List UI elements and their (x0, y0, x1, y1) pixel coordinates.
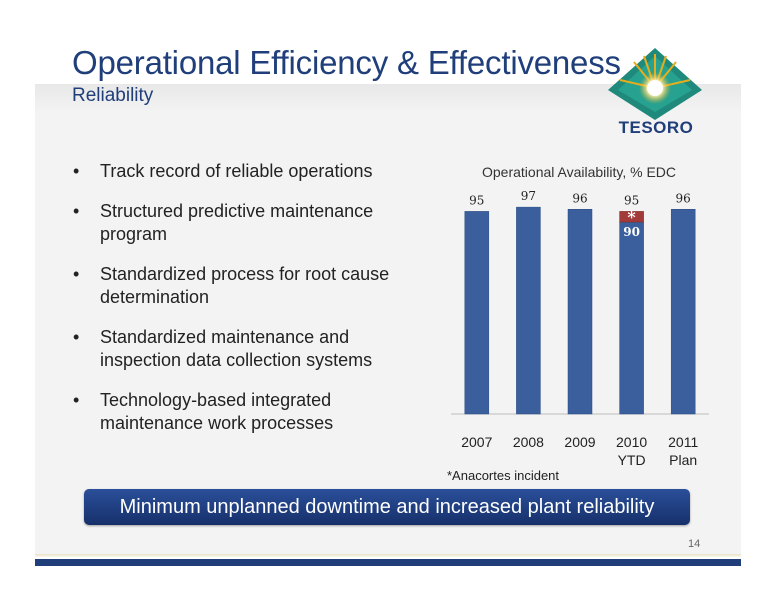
bar (619, 221, 644, 415)
page-number: 14 (688, 538, 701, 550)
bullet-item: • Structured predictive maintenance progr… (70, 200, 400, 246)
data-label: 97 (521, 189, 536, 203)
x-tick-label: YTD (618, 452, 646, 468)
bullet-list: • Track record of reliable operations • St… (70, 160, 400, 452)
x-tick-label: 2007 (461, 434, 492, 450)
inner-data-label: 90 (623, 225, 640, 239)
segment-label: * (627, 208, 636, 227)
bullet-text: Technology-based integrated maintenance … (100, 390, 334, 433)
availability-bar-chart: 95 2007 97 2008 96 2009 *90 95 2010 YTD 96 2011 Plan (451, 189, 709, 468)
bullet-text: Track record of reliable operations (100, 161, 373, 181)
bullet-item: • Standardized process for root cause det… (70, 263, 400, 309)
chart-title: Operational Availability, % EDC (482, 164, 677, 180)
x-tick-label: 2011 (668, 434, 698, 450)
bullet-dot: • (73, 264, 80, 284)
x-tick-label: 2009 (564, 434, 595, 450)
tesoro-logo-icon (608, 48, 702, 120)
bullet-text: Structured predictive maintenance progra… (100, 201, 374, 244)
footer-bar (35, 559, 741, 566)
data-label: 96 (572, 191, 587, 205)
bar (567, 209, 593, 415)
bullet-item: • Technology-based integrated maintenance… (70, 389, 400, 435)
data-label: 95 (469, 193, 484, 207)
bullet-item: • Track record of reliable operations (70, 160, 400, 183)
bar (464, 211, 490, 415)
bar-incident-segment (619, 211, 644, 223)
bar (670, 209, 696, 415)
logo-wordmark: TESORO (618, 118, 694, 137)
bullet-text: Standardized process for root cause dete… (100, 264, 390, 307)
bullet-dot: • (73, 327, 80, 347)
page-title: Operational Efficiency & Effectiveness (72, 44, 621, 81)
callout-banner: Minimum unplanned downtime and increased… (84, 489, 690, 525)
x-tick-label: Plan (669, 452, 697, 468)
bullet-item: • Standardized maintenance and inspection… (70, 326, 400, 372)
x-tick-label: 2010 (616, 434, 647, 450)
bar (516, 206, 541, 415)
bullet-dot: • (73, 390, 80, 410)
bullet-dot: • (73, 201, 80, 221)
chart-footnote: *Anacortes incident (447, 468, 560, 483)
data-label: 96 (676, 191, 691, 205)
page-subtitle: Reliability (72, 85, 154, 106)
bullet-dot: • (73, 161, 80, 181)
bullet-text: Standardized maintenance and inspection … (100, 327, 373, 370)
x-tick-label: 2008 (513, 434, 544, 450)
data-label: 95 (624, 193, 639, 207)
